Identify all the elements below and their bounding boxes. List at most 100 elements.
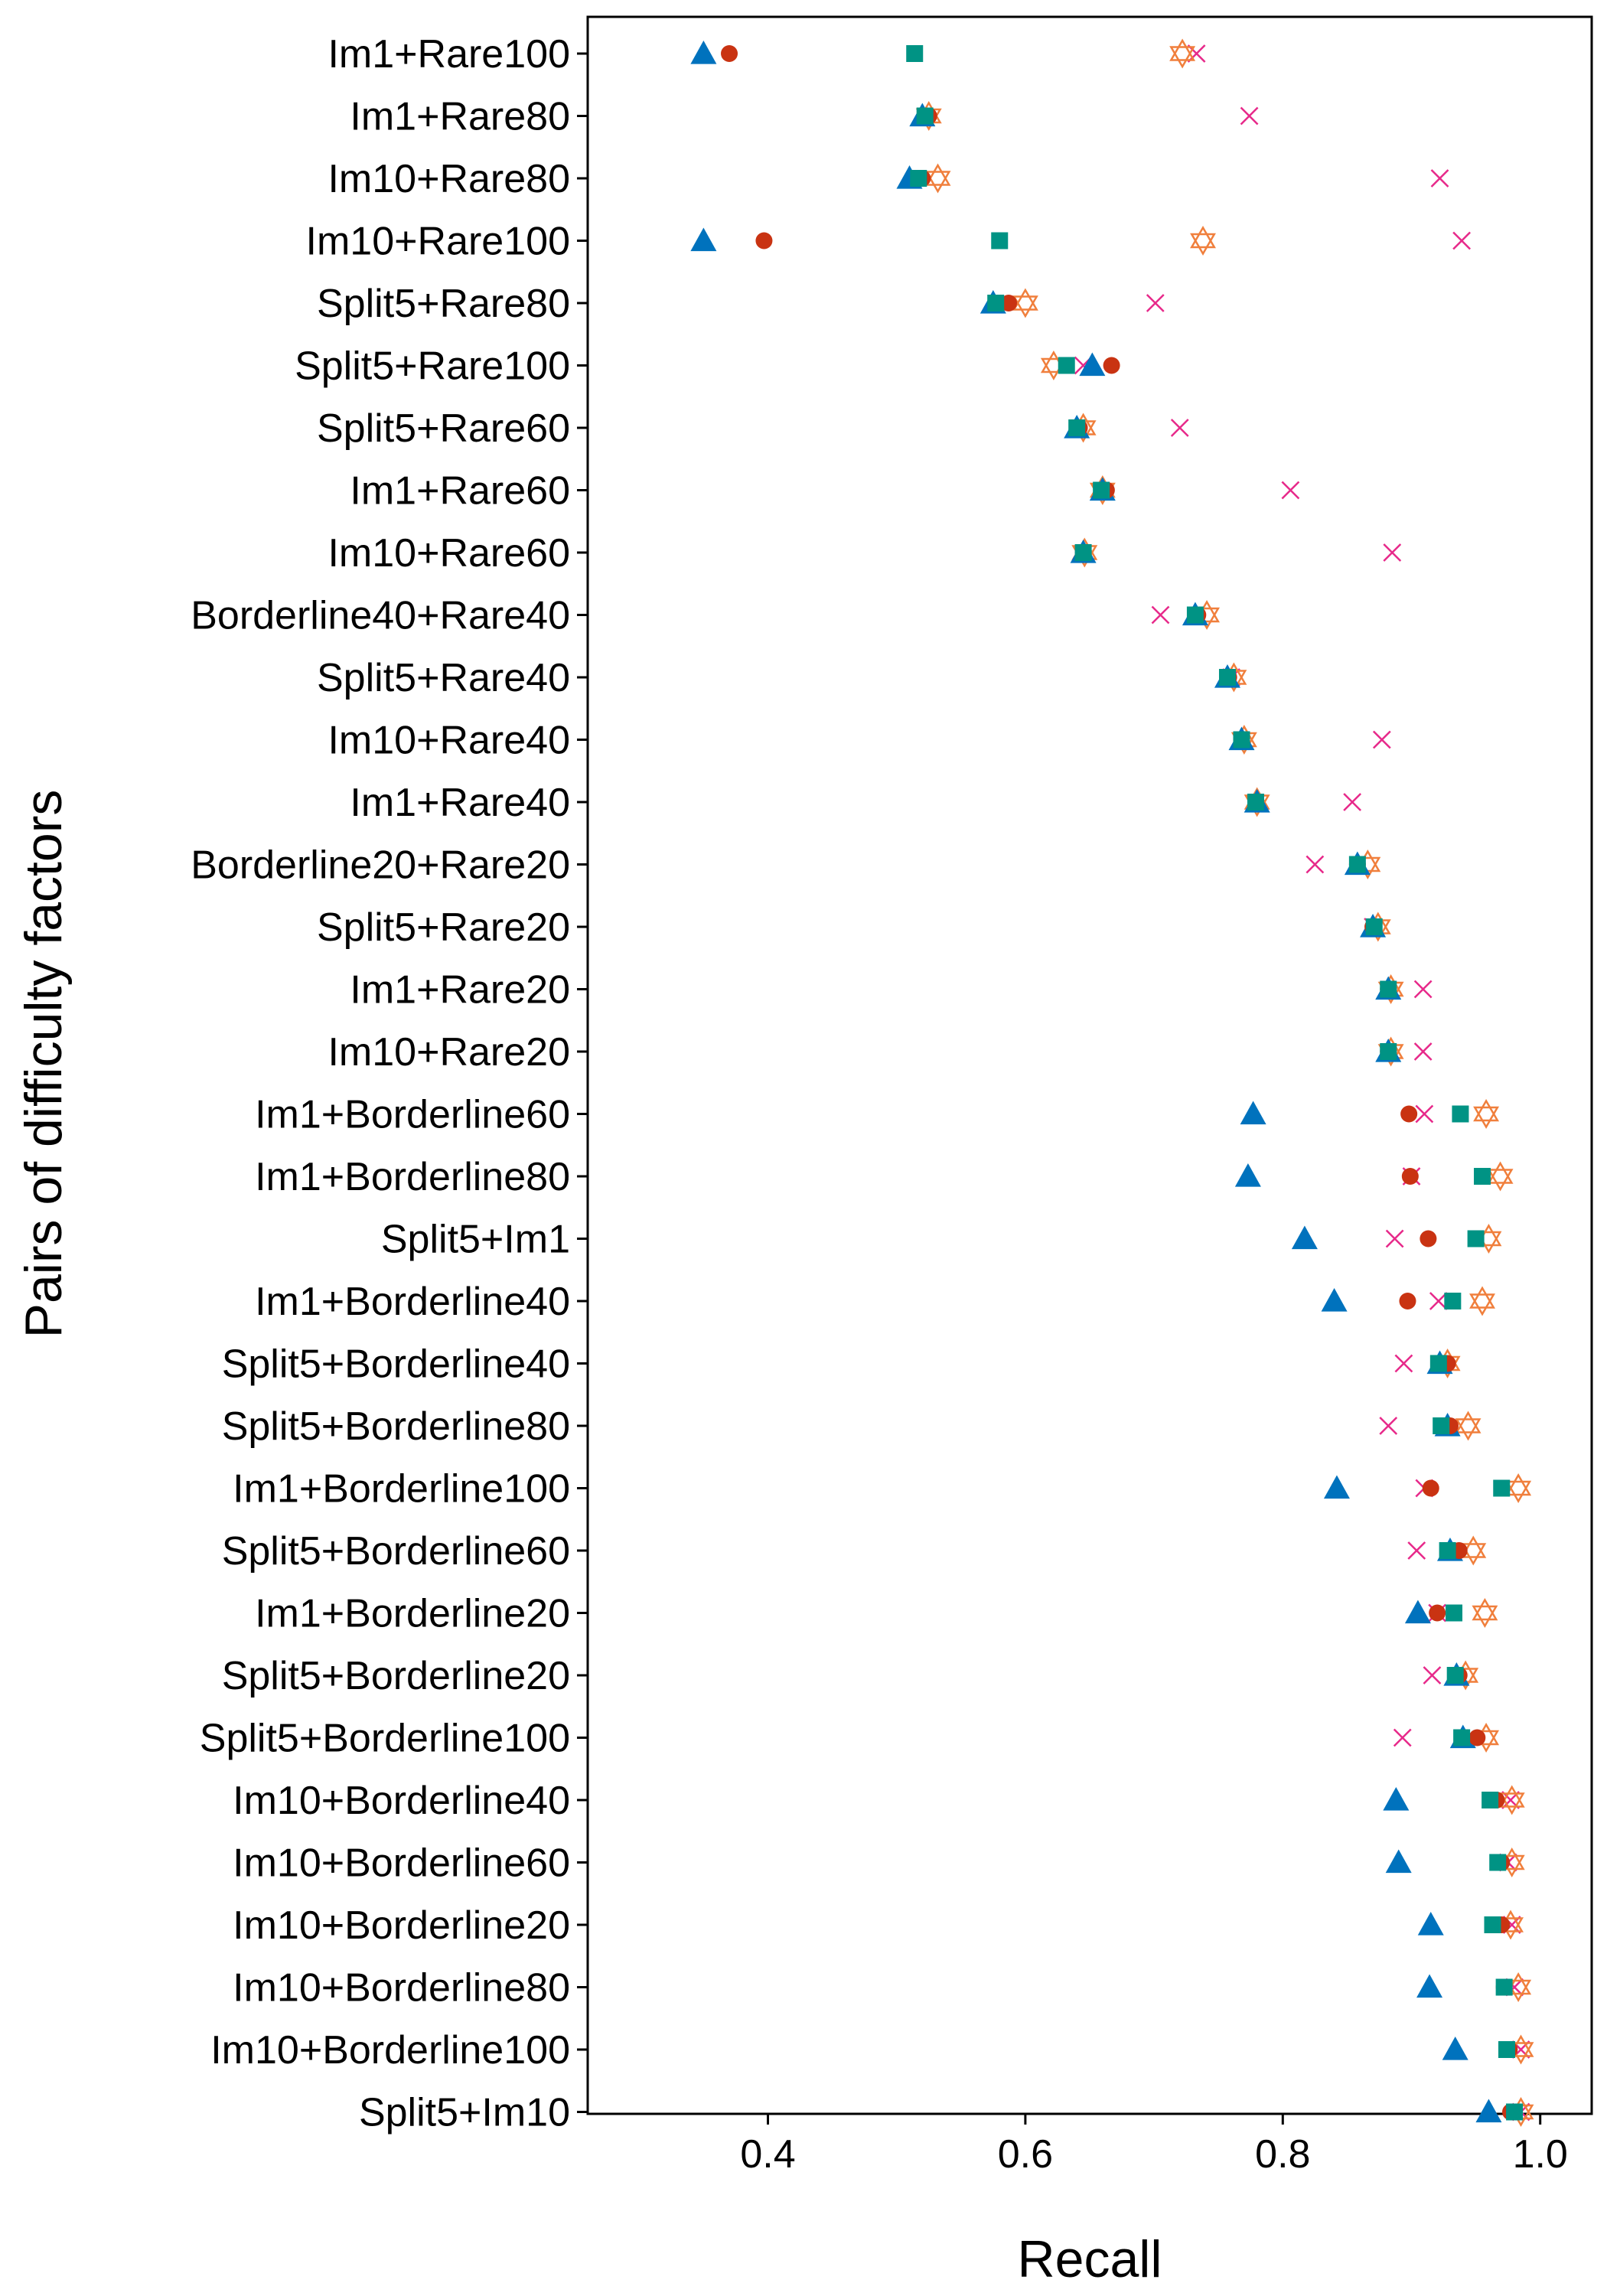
category-label: Im1+Borderline20	[255, 1592, 570, 1636]
category-label: Split5+Rare100	[295, 344, 570, 389]
x-point	[1452, 231, 1471, 250]
circle-point	[1103, 357, 1120, 374]
square-point	[1186, 606, 1204, 624]
circle-point	[1400, 1105, 1418, 1123]
triangle-point	[690, 41, 717, 64]
category-label: Im1+Borderline60	[255, 1093, 570, 1137]
x-point	[1240, 106, 1259, 126]
x-point	[1343, 793, 1362, 811]
triangle-point	[1385, 1849, 1412, 1874]
square-point	[1233, 731, 1250, 748]
category-label: Im10+Rare100	[306, 220, 570, 264]
x-tick-label: 0.4	[740, 2132, 795, 2177]
circle-point	[1000, 295, 1018, 311]
x-axis-title: Recall	[1018, 2230, 1162, 2288]
square-point	[1484, 1916, 1501, 1933]
x-point	[1379, 1417, 1398, 1435]
square-point	[1444, 1293, 1462, 1309]
category-label: Im10+Rare20	[328, 1030, 570, 1075]
square-point	[1093, 481, 1110, 499]
x-point	[1407, 1541, 1426, 1560]
square-point	[1433, 1417, 1450, 1434]
square-point	[1498, 2041, 1515, 2058]
category-label: Im10+Borderline40	[233, 1779, 570, 1823]
square-point	[1446, 1667, 1464, 1684]
triangle-point	[1079, 352, 1106, 377]
category-label: Im10+Rare40	[328, 719, 570, 763]
x-point	[1385, 1229, 1404, 1248]
category-label: Borderline20+Rare20	[191, 843, 570, 888]
square-point	[1482, 1792, 1499, 1808]
square-point	[1380, 980, 1397, 998]
category-label: Split5+Borderline60	[222, 1529, 570, 1574]
circle-point	[1429, 1604, 1446, 1622]
x-point	[1146, 294, 1165, 312]
category-label: Im10+Borderline100	[210, 2028, 570, 2073]
square-point	[991, 232, 1009, 249]
hexagram-point	[1472, 1598, 1498, 1628]
square-point	[1452, 1105, 1469, 1123]
data-points	[690, 38, 1534, 2127]
y-axis-ticks	[577, 52, 588, 2113]
circle-point	[1468, 1729, 1486, 1746]
x-point	[1372, 730, 1391, 749]
x-tick-label: 1.0	[1513, 2132, 1568, 2177]
triangle-point	[1291, 1225, 1318, 1250]
x-point	[1151, 605, 1170, 625]
x-point	[1281, 481, 1300, 500]
x-point	[1415, 1104, 1434, 1124]
square-point	[1380, 1043, 1397, 1060]
circle-point	[1422, 1479, 1439, 1497]
triangle-point	[1442, 2037, 1468, 2060]
square-point	[1074, 544, 1092, 561]
x-tick-label: 0.8	[1255, 2132, 1310, 2177]
square-point	[1474, 1168, 1491, 1185]
triangle-point	[1323, 1475, 1350, 1499]
y-axis-title: Pairs of difficulty factors	[15, 790, 73, 1339]
triangle-point	[1383, 1787, 1410, 1811]
hexagram-point	[1169, 38, 1196, 69]
hexagram-point	[1460, 1535, 1487, 1566]
square-point	[1218, 669, 1236, 686]
square-point	[1365, 918, 1383, 935]
triangle-point	[1417, 1912, 1444, 1936]
triangle-point	[1475, 2099, 1502, 2123]
x-point	[1394, 1354, 1413, 1373]
square-point	[916, 107, 934, 125]
square-point	[1068, 419, 1086, 436]
x-point	[1305, 855, 1325, 874]
x-point	[1170, 419, 1189, 437]
triangle-point	[1240, 1101, 1266, 1125]
triangle-point	[1416, 1974, 1443, 1998]
category-label: Im10+Rare60	[328, 531, 570, 576]
square-point	[1439, 1542, 1456, 1559]
category-label: Split5+Borderline80	[222, 1404, 570, 1449]
category-label: Split5+Rare40	[317, 656, 570, 700]
square-point	[1247, 794, 1264, 810]
hexagram-point	[1505, 1473, 1532, 1503]
category-label: Im1+Rare80	[350, 95, 570, 139]
plot-panel-border	[586, 15, 1593, 2115]
square-point	[1493, 1479, 1511, 1497]
category-labels: Im1+Rare100 Im1+Rare80 Im10+Rare80 Im10+Rar…	[191, 32, 570, 2135]
circle-point	[755, 232, 773, 249]
category-label: Split5+Im1	[381, 1218, 570, 1262]
triangle-point	[1321, 1288, 1348, 1312]
x-point	[1423, 1666, 1442, 1684]
category-label: Im10+Borderline20	[233, 1903, 570, 1948]
circle-point	[1420, 1230, 1437, 1247]
category-label: Split5+Rare80	[317, 282, 570, 326]
square-point	[910, 170, 927, 187]
category-label: Im1+Rare100	[328, 32, 570, 77]
circle-point	[721, 45, 738, 62]
hexagram-point	[1190, 226, 1216, 256]
hexagram-point	[924, 163, 951, 194]
category-label: Split5+Rare20	[317, 905, 570, 950]
x-axis-ticks	[766, 2114, 1542, 2125]
square-point	[1446, 1604, 1463, 1622]
square-point	[1429, 1355, 1447, 1372]
category-label: Split5+Borderline40	[222, 1342, 570, 1387]
hexagram-point	[1473, 1099, 1500, 1129]
category-label: Im1+Borderline100	[233, 1467, 570, 1512]
hexagram-point	[1012, 288, 1038, 318]
